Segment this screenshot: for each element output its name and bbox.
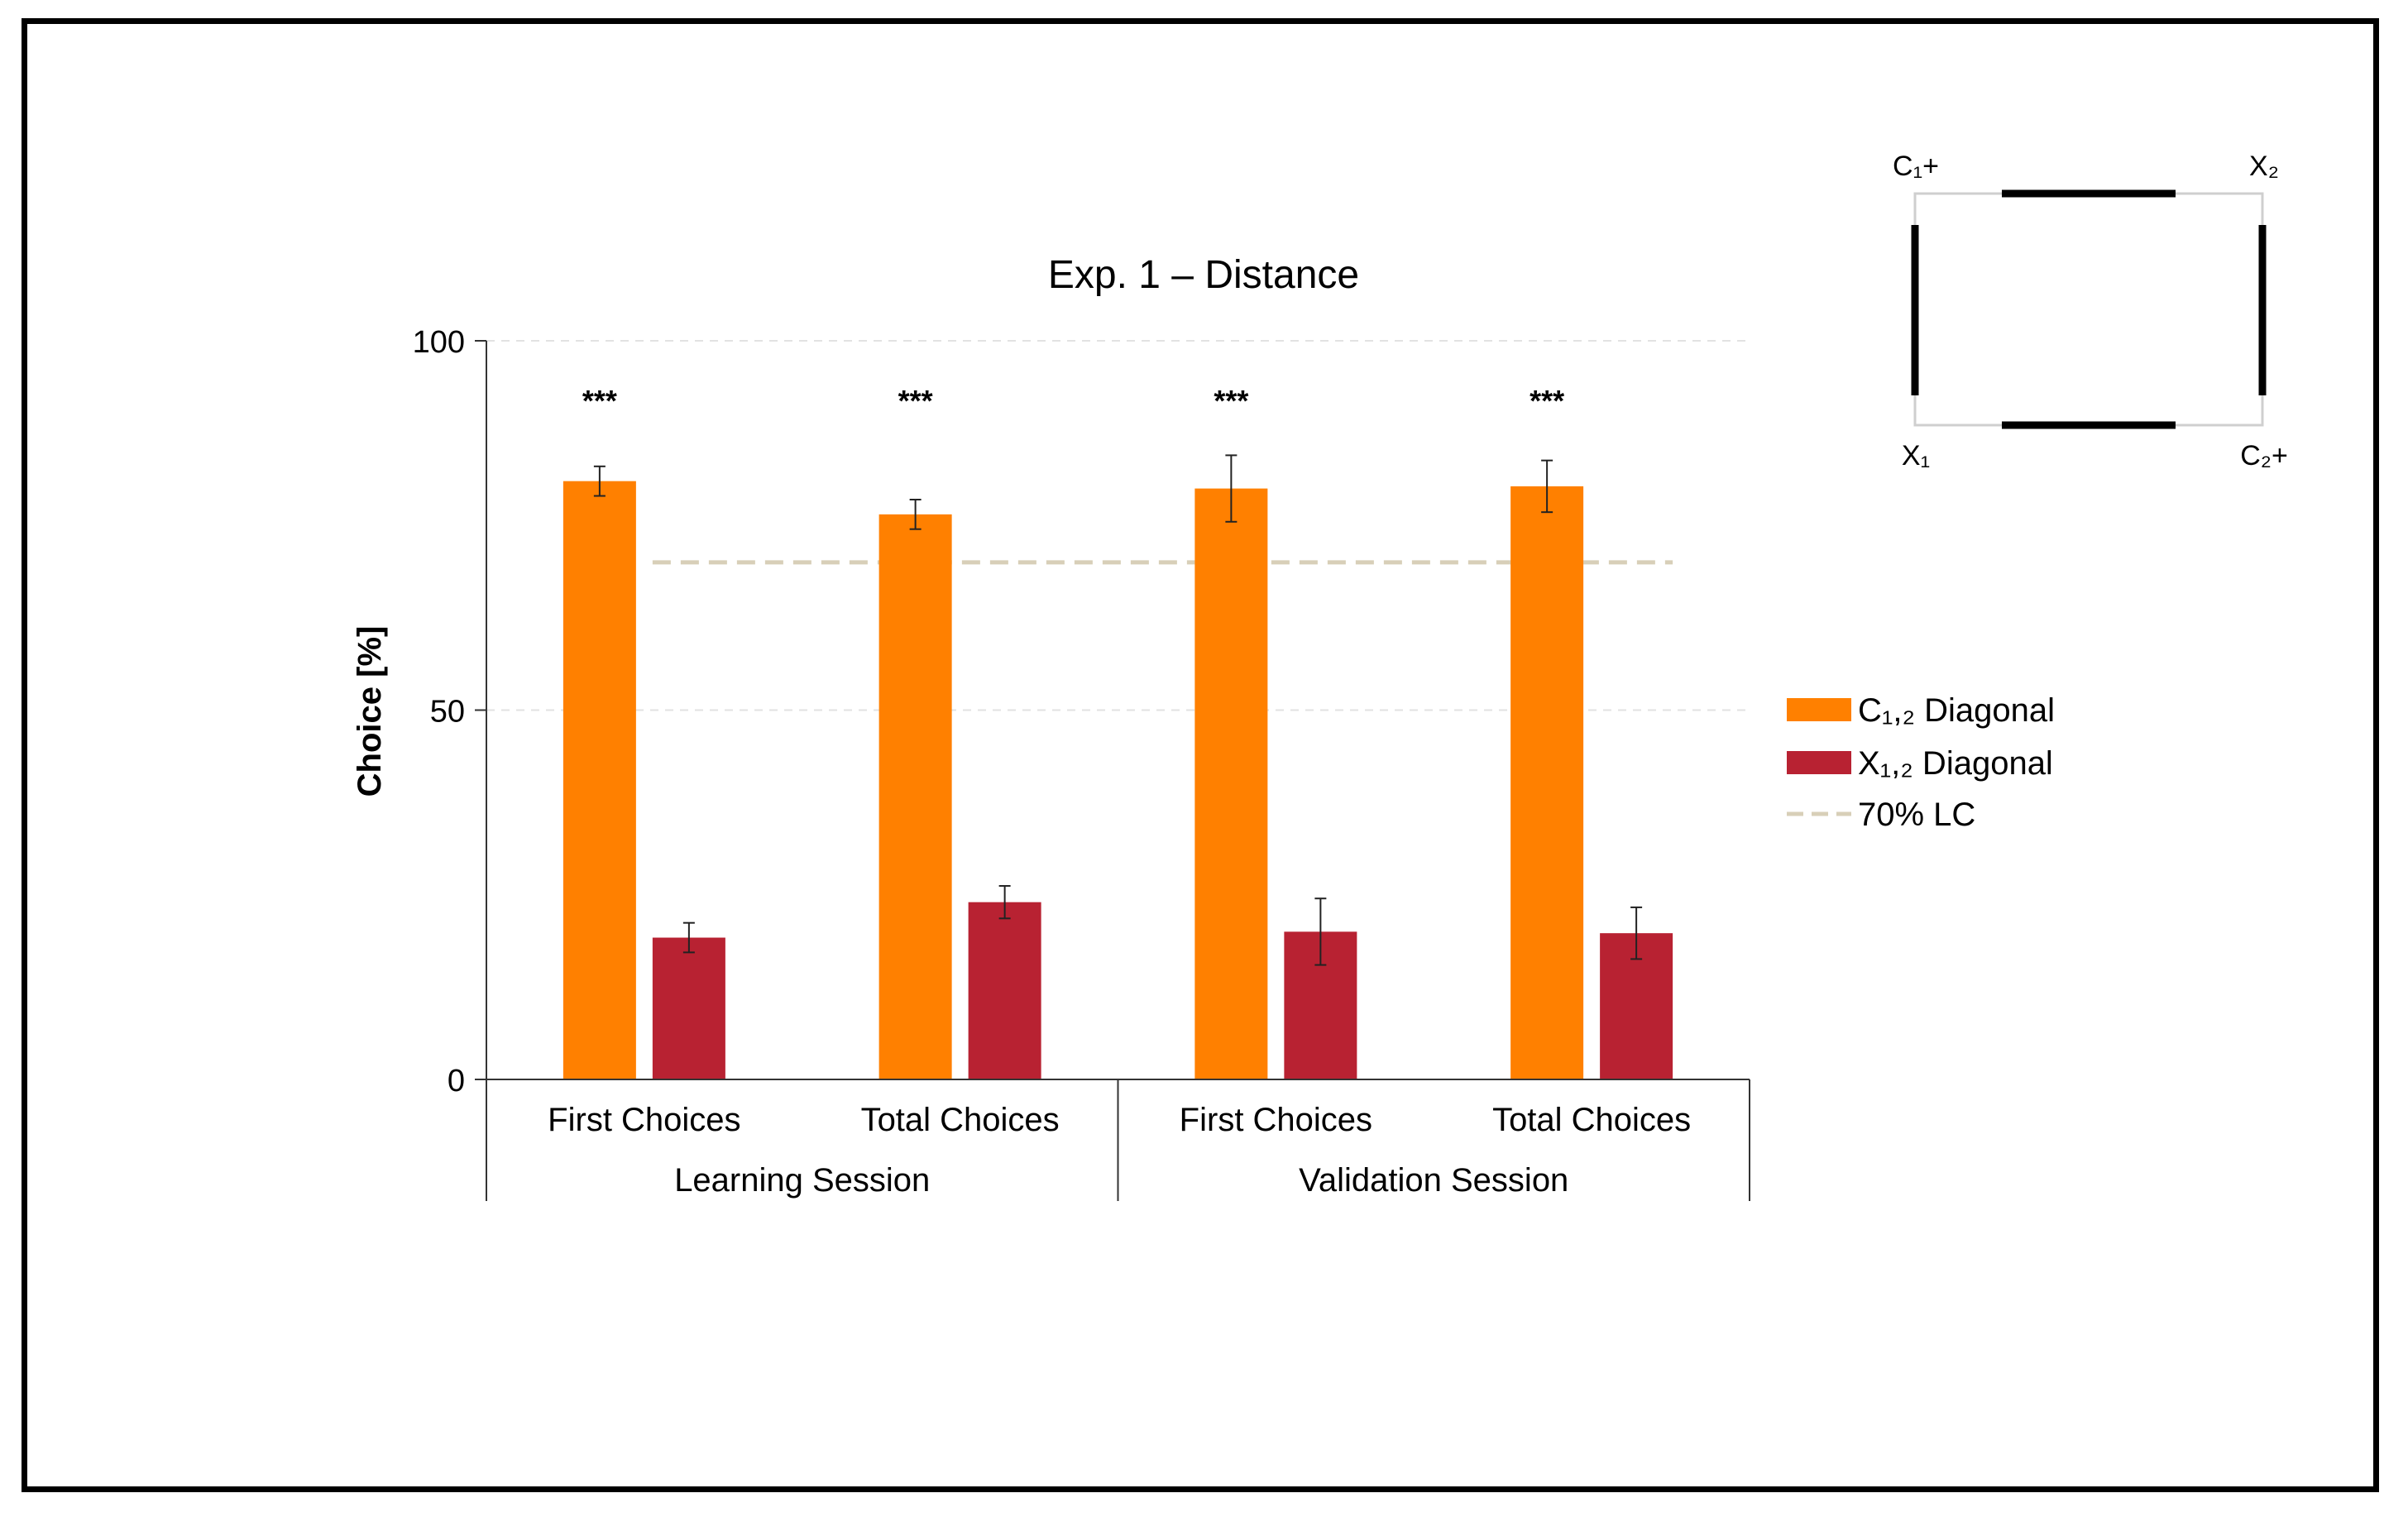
legend-label: 70% LC <box>1858 797 1975 833</box>
legend-swatch-c-diagonal <box>1787 698 1851 721</box>
significance-marker: *** <box>1214 384 1248 418</box>
group-label: Validation Session <box>1299 1162 1568 1199</box>
bar-c-diagonal <box>563 481 636 1079</box>
arena-diagram: C₁+ X₂ X₁ C₂+ <box>1893 151 2288 471</box>
y-axis-label: Choice [%] <box>352 626 388 797</box>
corner-label-bottom-right: C₂+ <box>2240 440 2288 471</box>
bar-c-diagonal <box>878 514 952 1079</box>
x-tick-label: Total Choices <box>861 1102 1060 1138</box>
y-tick-label: 50 <box>430 695 465 730</box>
corner-label-top-left: C₁+ <box>1893 151 1939 182</box>
chart-title: Exp. 1 – Distance <box>1048 253 1359 297</box>
gridlines <box>486 340 1750 711</box>
y-tick-label: 100 <box>413 325 465 360</box>
legend-swatch-x-diagonal <box>1787 751 1851 774</box>
figure-frame <box>22 18 2379 1492</box>
x-tick-label: First Choices <box>1180 1102 1372 1138</box>
significance-marker: *** <box>582 384 617 418</box>
corner-label-top-right: X₂ <box>2249 151 2279 182</box>
y-tick-label: 0 <box>448 1064 465 1098</box>
bar-c-diagonal <box>1510 486 1584 1079</box>
x-tick-label: Total Choices <box>1492 1102 1691 1138</box>
significance-marker: *** <box>1530 384 1564 418</box>
axes-layer <box>475 340 1750 1201</box>
legend-label: C₁,₂ Diagonal <box>1858 692 2055 729</box>
legend-label: X₁,₂ Diagonal <box>1858 745 2053 782</box>
legend: C₁,₂ Diagonal X₁,₂ Diagonal 70% LC <box>1787 692 2055 833</box>
significance-marker: *** <box>898 384 933 418</box>
bar-x-diagonal <box>968 902 1041 1079</box>
arena-outline <box>1913 192 2264 427</box>
x-tick-label: First Choices <box>548 1102 740 1138</box>
corner-label-bottom-left: X₁ <box>1902 440 1930 471</box>
labels-layer: 0 50 100 Learning Session Validation Session… <box>413 325 1692 1199</box>
bars-layer <box>563 454 1673 1079</box>
bar-c-diagonal <box>1194 488 1268 1079</box>
bar-x-diagonal <box>652 937 725 1079</box>
group-label: Learning Session <box>674 1162 930 1199</box>
